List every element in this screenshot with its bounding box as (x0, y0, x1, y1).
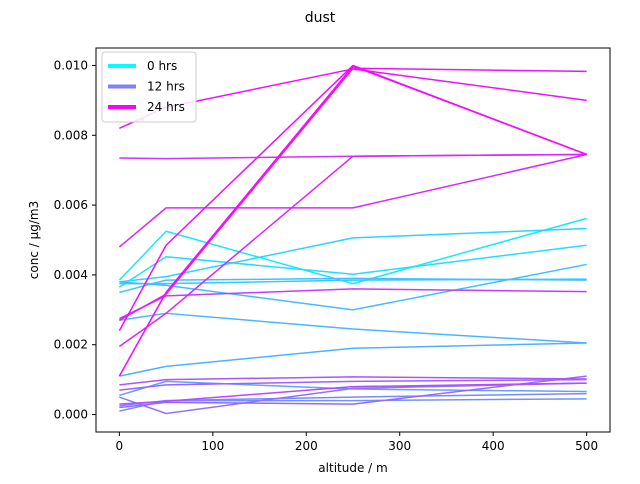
series-line-6 (119, 312, 587, 344)
series-line-13 (119, 378, 587, 391)
y-tick-label: 0.006 (54, 198, 88, 212)
x-tick-label: 0 (116, 439, 124, 453)
x-tick-label: 200 (295, 439, 318, 453)
x-tick-label: 100 (201, 439, 224, 453)
legend-label: 24 hrs (147, 100, 185, 114)
x-axis-label: altitude / m (318, 461, 387, 475)
series-line-14 (119, 376, 587, 386)
x-tick-label: 400 (482, 439, 505, 453)
series-line-15 (119, 382, 587, 405)
chart-title: dust (305, 10, 336, 26)
y-axis-label: conc / µg/m3 (27, 201, 41, 279)
x-tick-label: 300 (388, 439, 411, 453)
series-line-11 (119, 382, 587, 415)
y-tick-label: 0.002 (54, 338, 88, 352)
series-line-7 (119, 342, 587, 377)
x-axis: 0 100 200 300 400 500 (116, 432, 598, 453)
y-tick-label: 0.000 (54, 408, 88, 422)
y-tick-label: 0.010 (54, 58, 88, 72)
series-line-12 (119, 375, 587, 409)
series-line-18 (118, 153, 587, 248)
series-line-19 (118, 153, 587, 348)
x-tick-label: 500 (575, 439, 598, 453)
series-line-4 (119, 277, 587, 294)
y-tick-label: 0.008 (54, 128, 88, 142)
legend-label: 12 hrs (147, 80, 185, 94)
series-line-23 (118, 65, 587, 377)
plot-frame (95, 47, 611, 433)
series-line-20 (118, 67, 587, 321)
y-tick-label: 0.004 (54, 268, 88, 282)
legend-box (101, 51, 197, 123)
series-line-1 (118, 244, 587, 288)
legend-label: 0 hrs (147, 59, 177, 73)
legend: 0 hrs 12 hrs 24 hrs (101, 51, 197, 123)
y-axis: 0.000 0.002 0.004 0.006 0.008 0.010 (54, 58, 96, 422)
series-line-5 (119, 263, 587, 311)
series-lines (118, 64, 587, 415)
series-line-2 (119, 227, 587, 283)
